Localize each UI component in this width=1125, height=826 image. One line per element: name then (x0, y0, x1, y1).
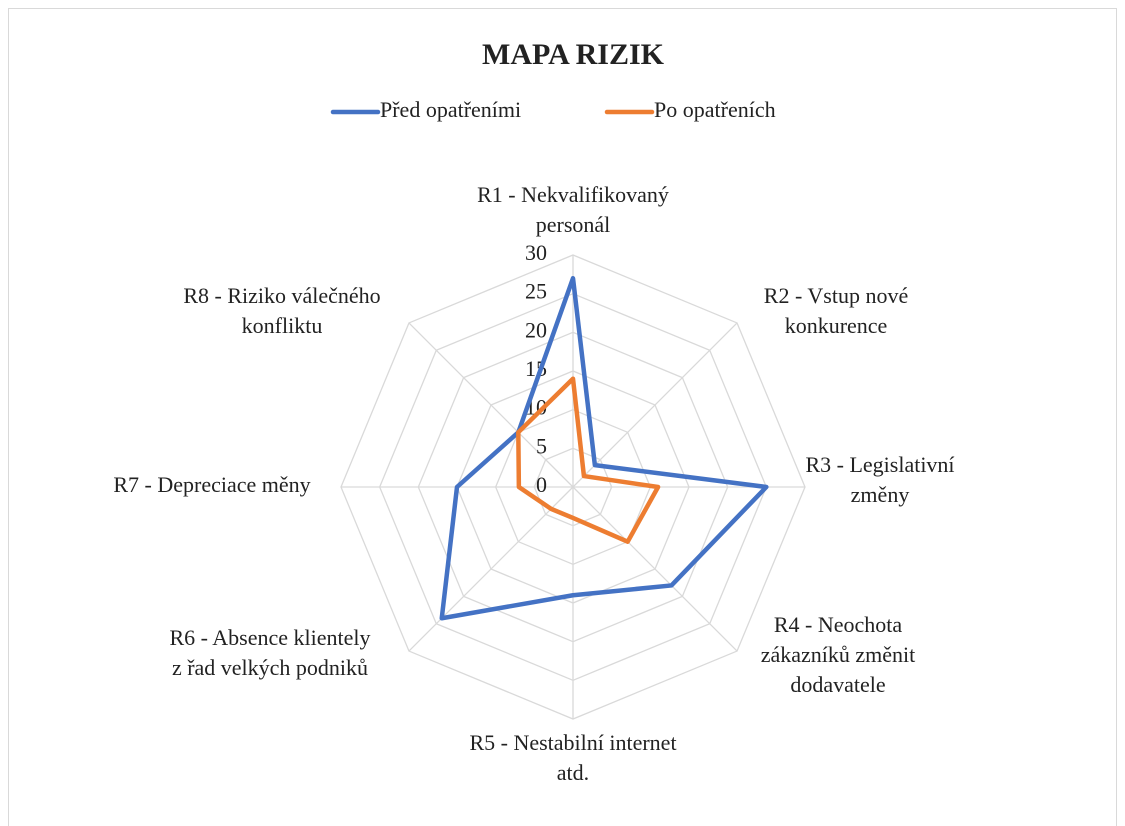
chart-border (8, 8, 1117, 826)
category-label: konfliktu (242, 313, 323, 338)
category-label: změny (851, 482, 910, 507)
category-label: z řad velkých podniků (172, 655, 368, 680)
category-label: R3 - Legislativní (805, 452, 954, 477)
r-tick-label: 30 (525, 240, 547, 265)
series-line (516, 376, 661, 544)
legend-label: Před opatřeními (380, 97, 521, 122)
r-tick-label: 5 (536, 433, 547, 458)
legend-label: Po opatřeních (654, 97, 776, 122)
r-tick-label: 25 (525, 279, 547, 304)
category-label: konkurence (785, 313, 888, 338)
category-label: R5 - Nestabilní internet (469, 730, 676, 755)
category-label: R2 - Vstup nové (764, 283, 908, 308)
category-label: zákazníků změnit (761, 642, 916, 667)
category-label: R6 - Absence klientely (169, 625, 370, 650)
category-label: R4 - Neochota (774, 612, 903, 637)
series-line (439, 275, 769, 621)
axis-spoke (408, 322, 574, 488)
category-label: R7 - Depreciace měny (113, 472, 310, 497)
chart-title: MAPA RIZIK (482, 38, 665, 71)
r-tick-label: 0 (536, 472, 547, 497)
axis-spoke (572, 486, 738, 652)
category-label: R1 - Nekvalifikovaný (477, 182, 669, 207)
category-label: atd. (557, 760, 589, 785)
category-label: R8 - Riziko válečného (183, 283, 380, 308)
category-label: dodavatele (790, 672, 885, 697)
axis-spoke (408, 486, 574, 652)
r-tick-label: 20 (525, 317, 547, 342)
axis-spoke (572, 322, 738, 488)
category-label: personál (536, 212, 611, 237)
